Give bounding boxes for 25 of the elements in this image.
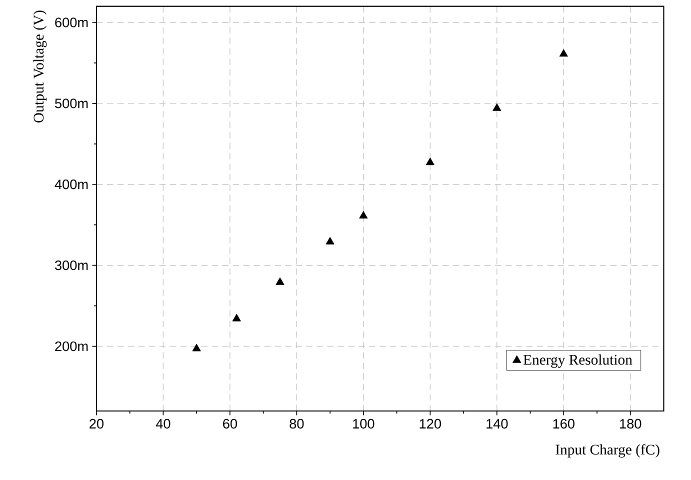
y-axis-title: Output Voltage (V)	[33, 10, 47, 122]
point	[492, 103, 502, 111]
x-axis-title: Input Charge (fC)	[556, 444, 660, 458]
y-tick-label: 500m	[55, 98, 88, 108]
point	[326, 236, 334, 244]
y-tick-label: 300m	[55, 260, 88, 270]
x-tick-label: 140	[486, 418, 508, 428]
x-tick-label: 20	[90, 418, 104, 428]
x-tick-label: 60	[223, 418, 237, 428]
point	[559, 49, 568, 57]
point	[232, 314, 241, 322]
x-tick-label: 80	[290, 418, 304, 428]
point	[276, 277, 284, 285]
point	[192, 344, 201, 352]
y-tick-label: 600m	[55, 18, 88, 28]
point	[359, 210, 368, 218]
x-tick-label: 40	[156, 418, 170, 428]
y-tick-label: 400m	[54, 179, 88, 190]
x-tick-label: 160	[553, 418, 574, 428]
x-tick-label: 100	[353, 418, 374, 428]
x-tick-label: 120	[420, 418, 441, 428]
legend-label: Energy Resolution	[523, 354, 632, 368]
x-tick-label: 180	[620, 418, 642, 428]
y-tick-label: 200m	[55, 341, 88, 351]
point	[426, 157, 434, 165]
